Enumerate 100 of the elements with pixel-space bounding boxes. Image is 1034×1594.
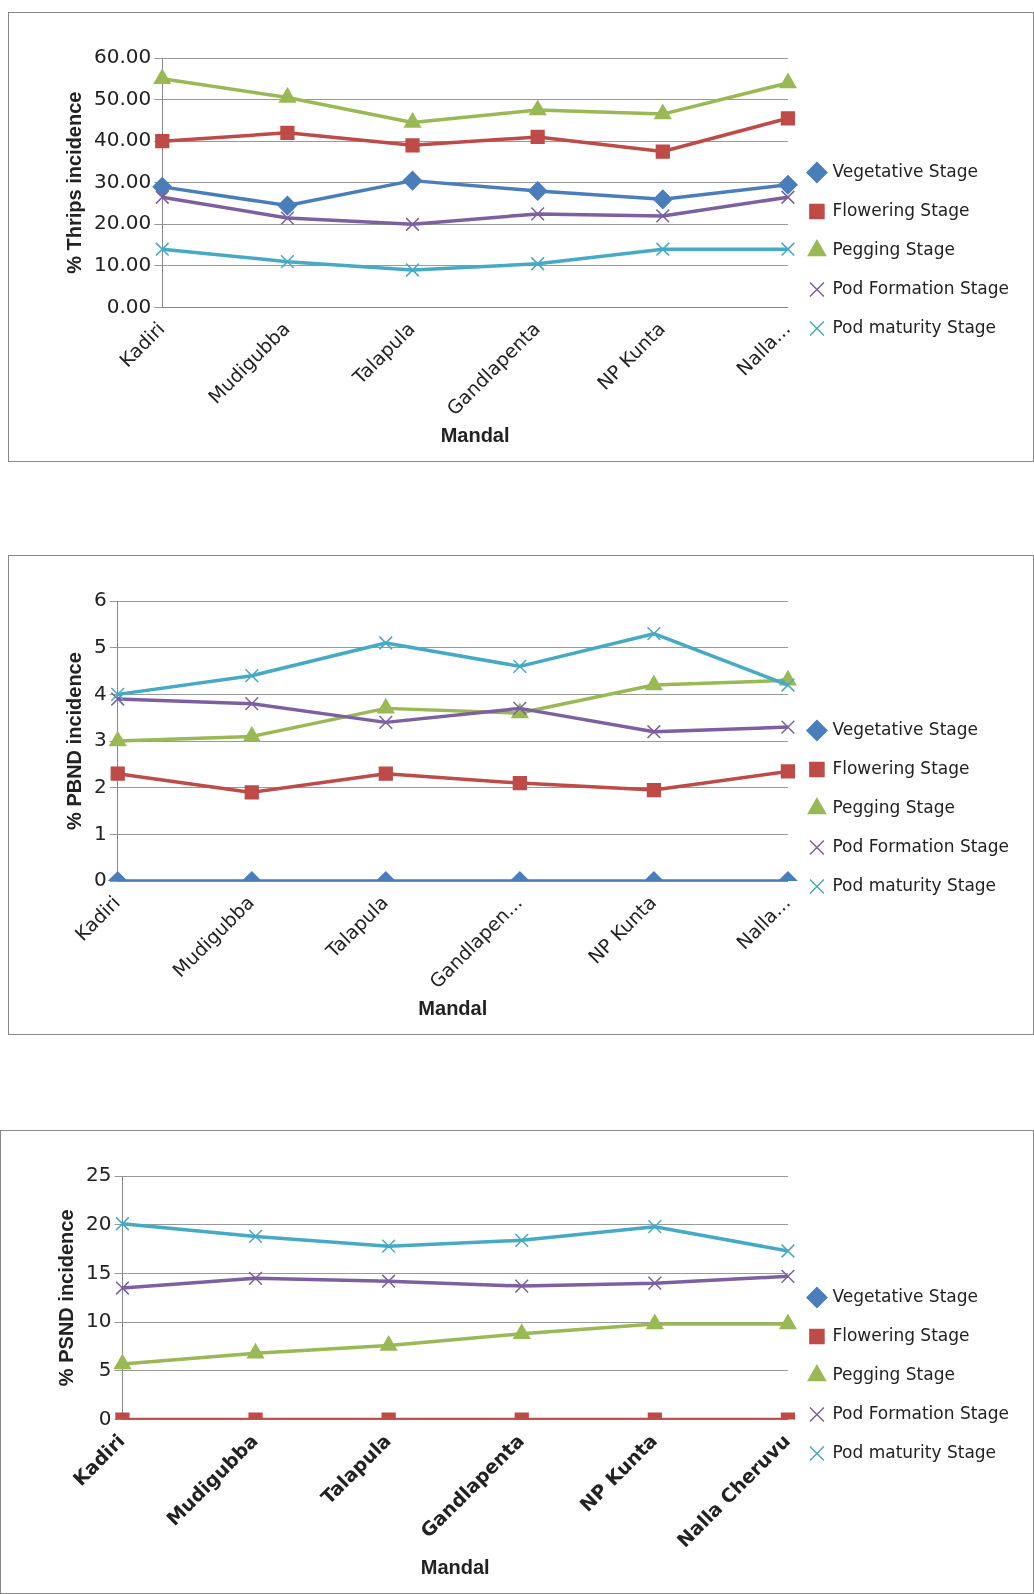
y-tick-label: 10.00 bbox=[93, 252, 152, 277]
point bbox=[280, 125, 295, 140]
point bbox=[512, 659, 527, 674]
point bbox=[527, 181, 548, 201]
point bbox=[155, 242, 170, 257]
legend-label: Pegging Stage bbox=[832, 238, 955, 259]
legend-label: Pod maturity Stage bbox=[832, 1441, 997, 1462]
point bbox=[110, 766, 125, 781]
legend-label: Pod Formation Stage bbox=[832, 1402, 1009, 1423]
y-tick-label: 3 bbox=[93, 727, 107, 752]
legend-label: Pod Formation Stage bbox=[832, 277, 1009, 298]
point bbox=[109, 731, 127, 747]
y-axis-title: % Thrips incidence bbox=[62, 91, 85, 274]
point bbox=[405, 217, 420, 232]
y-tick-label: 4 bbox=[93, 680, 107, 705]
point bbox=[378, 715, 393, 730]
point bbox=[778, 175, 798, 195]
point bbox=[530, 256, 545, 271]
point bbox=[152, 177, 173, 197]
x-axis-title: Mandal bbox=[420, 1555, 490, 1578]
point bbox=[514, 1278, 529, 1294]
legend-label: Pegging Stage bbox=[832, 796, 955, 817]
point bbox=[378, 635, 393, 651]
point bbox=[244, 668, 259, 683]
y-tick-label: 60.00 bbox=[93, 44, 152, 69]
y-tick-label: 30.00 bbox=[93, 168, 152, 193]
point bbox=[405, 138, 420, 153]
legend-label: Flowering Stage bbox=[832, 757, 970, 778]
y-tick-label: 20 bbox=[86, 1210, 112, 1235]
point bbox=[113, 1354, 131, 1370]
point bbox=[380, 1335, 398, 1351]
y-tick-label: 5 bbox=[98, 1357, 112, 1382]
legend-label: Flowering Stage bbox=[832, 199, 970, 220]
point bbox=[530, 206, 545, 221]
point bbox=[655, 144, 670, 159]
y-tick-label: 50.00 bbox=[93, 85, 152, 110]
point bbox=[377, 698, 395, 714]
point bbox=[115, 1280, 130, 1296]
point bbox=[655, 208, 670, 224]
point bbox=[243, 726, 261, 742]
y-tick-label: 6 bbox=[93, 587, 107, 612]
y-tick-label: 15 bbox=[86, 1259, 112, 1284]
point bbox=[647, 1219, 662, 1234]
legend-label: Vegetative Stage bbox=[832, 160, 978, 181]
legend-label: Pegging Stage bbox=[832, 1363, 955, 1384]
point bbox=[780, 242, 796, 257]
point bbox=[248, 1271, 263, 1286]
point bbox=[780, 719, 796, 735]
y-tick-label: 5 bbox=[93, 633, 107, 658]
point bbox=[381, 1274, 396, 1289]
legend-label: Vegetative Stage bbox=[832, 1285, 978, 1306]
y-tick-label: 1 bbox=[93, 820, 107, 845]
point bbox=[513, 1324, 531, 1340]
point bbox=[529, 100, 547, 116]
y-tick-label: 2 bbox=[93, 773, 107, 798]
point bbox=[779, 73, 797, 89]
legend-label: Pod maturity Stage bbox=[832, 316, 997, 337]
legend-label: Pod maturity Stage bbox=[832, 874, 997, 895]
point bbox=[403, 112, 422, 128]
point bbox=[402, 170, 423, 191]
point bbox=[530, 129, 545, 145]
y-axis-title: % PSND incidence bbox=[54, 1209, 77, 1387]
point bbox=[779, 1314, 797, 1330]
y-tick-label: 20.00 bbox=[93, 210, 152, 235]
y-tick-label: 40.00 bbox=[93, 127, 152, 152]
point bbox=[645, 675, 663, 691]
point bbox=[153, 69, 171, 85]
point bbox=[244, 696, 259, 711]
point bbox=[155, 190, 170, 205]
point bbox=[780, 190, 796, 205]
point bbox=[381, 1239, 396, 1254]
y-tick-label: 25 bbox=[86, 1162, 112, 1187]
point bbox=[646, 1314, 664, 1330]
point bbox=[280, 210, 295, 226]
point bbox=[278, 87, 296, 103]
legend-label: Pod Formation Stage bbox=[832, 835, 1009, 856]
point bbox=[378, 766, 393, 781]
legend-label: Flowering Stage bbox=[832, 1324, 970, 1345]
point bbox=[248, 1229, 263, 1244]
point bbox=[247, 1343, 265, 1359]
point bbox=[780, 1269, 796, 1284]
y-tick-label: 0 bbox=[98, 1405, 112, 1430]
y-tick-label: 10 bbox=[86, 1308, 112, 1333]
x-axis-title: Mandal bbox=[440, 423, 510, 446]
point bbox=[280, 254, 295, 269]
point bbox=[110, 687, 125, 702]
point bbox=[647, 1276, 662, 1291]
point bbox=[277, 195, 298, 216]
point bbox=[405, 262, 420, 278]
x-axis-title: Mandal bbox=[418, 996, 488, 1019]
point bbox=[780, 111, 796, 126]
point bbox=[646, 724, 661, 739]
point bbox=[654, 104, 672, 120]
y-axis-title: % PBND incidence bbox=[62, 652, 85, 830]
y-tick-label: 0.00 bbox=[106, 293, 152, 318]
point bbox=[655, 242, 670, 257]
point bbox=[514, 1233, 529, 1248]
point bbox=[653, 189, 673, 210]
y-tick-label: 0 bbox=[93, 867, 107, 892]
legend-label: Vegetative Stage bbox=[832, 718, 978, 739]
